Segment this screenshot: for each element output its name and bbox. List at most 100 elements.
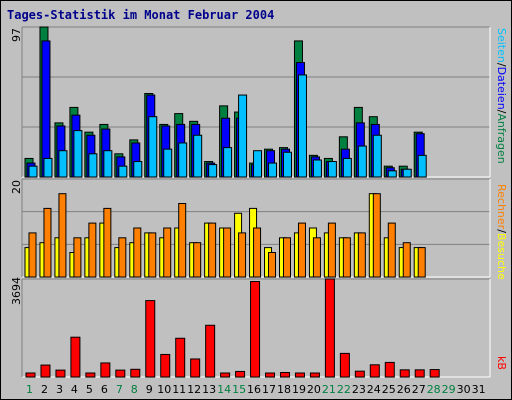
bar-rechner-day-10 [163,227,172,278]
bar-rechner-day-26 [402,242,411,278]
bar-kb-day-23 [354,370,365,378]
bar-rechner-day-15 [238,232,247,278]
bar-kb-day-19 [294,372,305,378]
x-tick-label-day-24: 24 [366,383,381,396]
x-tick-label-day-28: 28 [426,383,441,396]
bar-seiten-day-9 [148,116,158,178]
bar-seiten-day-25 [387,170,397,178]
bar-kb-day-4 [70,336,81,378]
bar-seiten-day-14 [223,147,233,178]
bar-rechner-day-21 [327,222,336,278]
bar-kb-day-9 [145,300,156,378]
x-tick-label-day-18: 18 [276,383,291,396]
bar-kb-day-25 [384,361,395,378]
x-tick-label-day-26: 26 [396,383,411,396]
bar-seiten-day-6 [103,150,113,178]
x-tick-label-day-5: 5 [85,383,93,396]
bar-seiten-day-1 [28,165,38,178]
x-tick-label-day-13: 13 [202,383,217,396]
bar-rechner-day-19 [297,222,306,278]
x-tick-label-day-30: 30 [456,383,471,396]
bar-seiten-day-18 [282,151,292,178]
bar-rechner-day-17 [268,252,277,278]
bar-kb-day-11 [175,337,186,378]
bar-rechner-day-18 [282,237,291,278]
bar-seiten-day-21 [327,161,337,178]
bar-kb-day-7 [115,369,126,378]
bar-seiten-day-26 [402,168,412,178]
bar-rechner-day-13 [208,222,217,278]
bar-kb-day-17 [265,372,276,378]
bar-rechner-day-4 [73,237,82,278]
bar-seiten-day-16 [253,150,263,178]
x-tick-label-day-8: 8 [130,383,138,396]
bar-kb-day-10 [160,353,171,378]
x-tick-label-day-31: 31 [471,383,486,396]
bar-rechner-day-24 [372,193,381,278]
bar-kb-day-5 [85,372,96,378]
x-tick-label-day-9: 9 [145,383,153,396]
bar-seiten-day-8 [133,161,143,178]
bar-rechner-day-11 [178,203,187,278]
x-tick-label-day-23: 23 [351,383,366,396]
bar-seiten-day-7 [118,165,128,178]
bar-seiten-day-27 [417,154,427,178]
x-tick-label-day-11: 11 [172,383,187,396]
bar-seiten-day-22 [342,157,352,178]
bar-kb-day-13 [205,324,216,378]
x-tick-label-day-6: 6 [100,383,108,396]
bar-rechner-day-12 [193,242,202,278]
bar-rechner-day-25 [387,222,396,278]
bar-kb-day-22 [339,352,350,378]
bar-kb-day-16 [250,280,261,378]
x-tick-label-day-21: 21 [321,383,336,396]
bar-seiten-day-17 [268,162,278,178]
bar-seiten-day-3 [58,150,68,178]
bar-rechner-day-5 [88,222,97,278]
x-tick-label-day-25: 25 [381,383,396,396]
bar-rechner-day-3 [58,193,67,278]
bar-seiten-day-20 [312,159,322,178]
bar-kb-day-26 [399,369,410,378]
x-tick-label-day-3: 3 [55,383,63,396]
bar-rechner-day-8 [133,227,142,278]
bar-kb-day-8 [130,368,141,378]
x-tick-label-day-17: 17 [262,383,277,396]
x-tick-label-day-15: 15 [232,383,247,396]
bar-seiten-day-12 [193,134,203,178]
bar-seiten-day-15 [238,94,248,178]
bar-rechner-day-23 [357,232,366,278]
bar-seiten-day-10 [163,148,173,178]
bar-kb-day-6 [100,362,111,378]
bar-dateien-day-2 [41,40,51,178]
x-tick-label-day-7: 7 [115,383,123,396]
x-tick-label-day-2: 2 [40,383,48,396]
bar-seiten-day-5 [88,153,98,178]
bar-rechner-day-2 [43,207,52,278]
bar-rechner-day-14 [223,227,232,278]
bar-kb-day-18 [279,371,290,378]
bar-kb-day-24 [369,364,380,378]
bar-kb-day-28 [429,369,440,378]
x-tick-label-day-4: 4 [70,383,78,396]
bar-seiten-day-2 [43,157,53,178]
bar-kb-day-12 [190,358,201,378]
x-tick-label-day-27: 27 [411,383,426,396]
bar-seiten-day-13 [208,164,218,178]
x-tick-label-day-20: 20 [306,383,321,396]
x-tick-label-day-10: 10 [157,383,172,396]
bar-kb-day-14 [220,372,231,378]
bar-rechner-day-1 [28,232,37,278]
x-tick-label-day-14: 14 [217,383,232,396]
x-tick-label-day-19: 19 [291,383,306,396]
bar-rechner-day-16 [253,227,262,278]
bar-rechner-day-6 [103,207,112,278]
bar-seiten-day-4 [73,130,83,178]
bar-rechner-day-20 [312,237,321,278]
x-tick-label-day-1: 1 [26,383,33,396]
bar-rechner-day-7 [118,237,127,278]
x-tick-label-day-29: 29 [441,383,456,396]
bar-seiten-day-23 [357,145,367,178]
bar-kb-day-20 [309,372,320,378]
